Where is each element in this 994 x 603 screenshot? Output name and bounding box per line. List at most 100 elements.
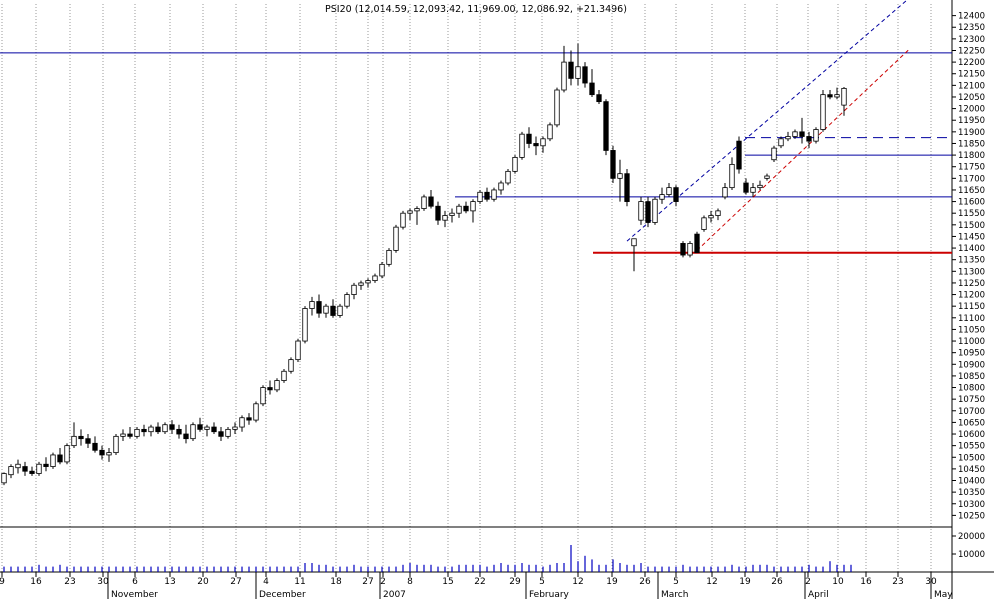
price-tick-label: 12300 [958, 35, 985, 45]
candle-body [708, 215, 714, 219]
candle-body [155, 426, 161, 433]
month-label: February [529, 590, 570, 599]
date-tick-label: 19 [739, 577, 751, 587]
candle-body [29, 470, 35, 474]
candle-body [785, 136, 791, 140]
date-tick-label: 13 [164, 577, 175, 587]
date-tick-label: 20 [197, 577, 209, 587]
candle-body [358, 282, 364, 286]
date-tick-label: 12 [706, 577, 717, 587]
price-tick-label: 12000 [958, 105, 985, 115]
date-tick-label: 12 [572, 577, 583, 587]
price-tick-label: 11150 [958, 302, 985, 312]
candle-body [274, 380, 280, 391]
candle-body [253, 403, 259, 421]
price-tick-label: 11350 [958, 256, 985, 266]
candle-body [414, 208, 420, 212]
candle-body [386, 249, 392, 265]
candle-body [316, 301, 322, 314]
month-label: April [808, 590, 829, 599]
date-tick-label: 8 [407, 577, 413, 587]
candle-body [344, 294, 350, 307]
candle-body [792, 131, 798, 137]
price-tick-label: 11250 [958, 279, 985, 289]
candle-body [526, 133, 532, 144]
volume-bars [3, 545, 852, 572]
candle-body [736, 140, 742, 170]
candle-body [50, 454, 56, 467]
candle-body [729, 163, 735, 189]
candle-body [232, 426, 238, 430]
candle-body [85, 438, 91, 444]
price-tick-label: 10550 [958, 442, 985, 452]
candle-body [533, 143, 539, 147]
candle-body [652, 198, 658, 223]
date-tick-label: 16 [30, 577, 42, 587]
candle-body [183, 433, 189, 440]
date-tick-label: 16 [860, 577, 872, 587]
price-tick-label: 11550 [958, 209, 985, 219]
candle-body [442, 215, 448, 221]
price-tick-label: 10350 [958, 488, 985, 498]
date-tick-label: 5 [539, 577, 545, 587]
date-tick-label: 9 [0, 577, 5, 587]
candle-body [673, 187, 679, 202]
price-tick-label: 11650 [958, 186, 985, 196]
candle-body [113, 435, 119, 454]
date-tick-label: 18 [330, 577, 342, 587]
price-tick-label: 12400 [958, 12, 985, 22]
price-tick-label: 11000 [958, 337, 985, 347]
candle-body [337, 305, 343, 316]
candle-body [162, 424, 168, 433]
chart-title: PSI20 (12,014.59, 12,093.42, 11,969.00, … [325, 4, 627, 15]
date-tick-label: 26 [639, 577, 651, 587]
volume-axis: 20000 10000 [952, 532, 985, 560]
month-label: 2007 [383, 590, 406, 599]
candle-body [806, 136, 812, 142]
date-tick-label: 23 [64, 577, 75, 587]
date-tick-label: 4 [263, 577, 269, 587]
price-tick-label: 11900 [958, 128, 985, 138]
date-tick-label: 27 [230, 577, 241, 587]
candle-body [428, 196, 434, 207]
candle-body [400, 212, 406, 228]
candle-body [57, 454, 63, 463]
candle-body [211, 426, 217, 433]
month-label: March [661, 590, 688, 599]
price-tick-label: 11600 [958, 198, 985, 208]
candle-body [701, 217, 707, 230]
candle-body [498, 182, 504, 191]
candle-body [813, 129, 819, 142]
date-tick-label: 11 [294, 577, 305, 587]
date-tick-label: 6 [132, 577, 138, 587]
date-tick-label: 2 [380, 577, 386, 587]
trendline [626, 0, 908, 242]
candle-body [582, 66, 588, 84]
candle-body [715, 210, 721, 216]
candle-body [176, 428, 182, 435]
date-tick-label: 27 [362, 577, 373, 587]
price-tick-label: 10900 [958, 360, 985, 370]
price-tick-label: 10650 [958, 418, 985, 428]
candle-body [78, 435, 84, 440]
candle-body [302, 308, 308, 342]
price-tick-label: 11200 [958, 291, 985, 301]
date-tick-label: 29 [509, 577, 521, 587]
price-tick-label: 12050 [958, 93, 985, 103]
date-axis: 9 16 23 30 6 13 20 27 4 11 18 27 2 8 15 22 29 5 12 19 26 5 12 1… [0, 572, 953, 600]
price-tick-label: 10400 [958, 477, 985, 487]
candle-body [687, 243, 693, 256]
price-tick-label: 12350 [958, 23, 985, 33]
candle-body [260, 387, 266, 405]
candle-body [8, 466, 14, 476]
candle-body [330, 305, 336, 316]
candle-body [456, 205, 462, 214]
candle-body [491, 189, 497, 200]
trendline [696, 49, 910, 251]
price-tick-label: 12150 [958, 70, 985, 80]
candle-body [589, 82, 595, 96]
